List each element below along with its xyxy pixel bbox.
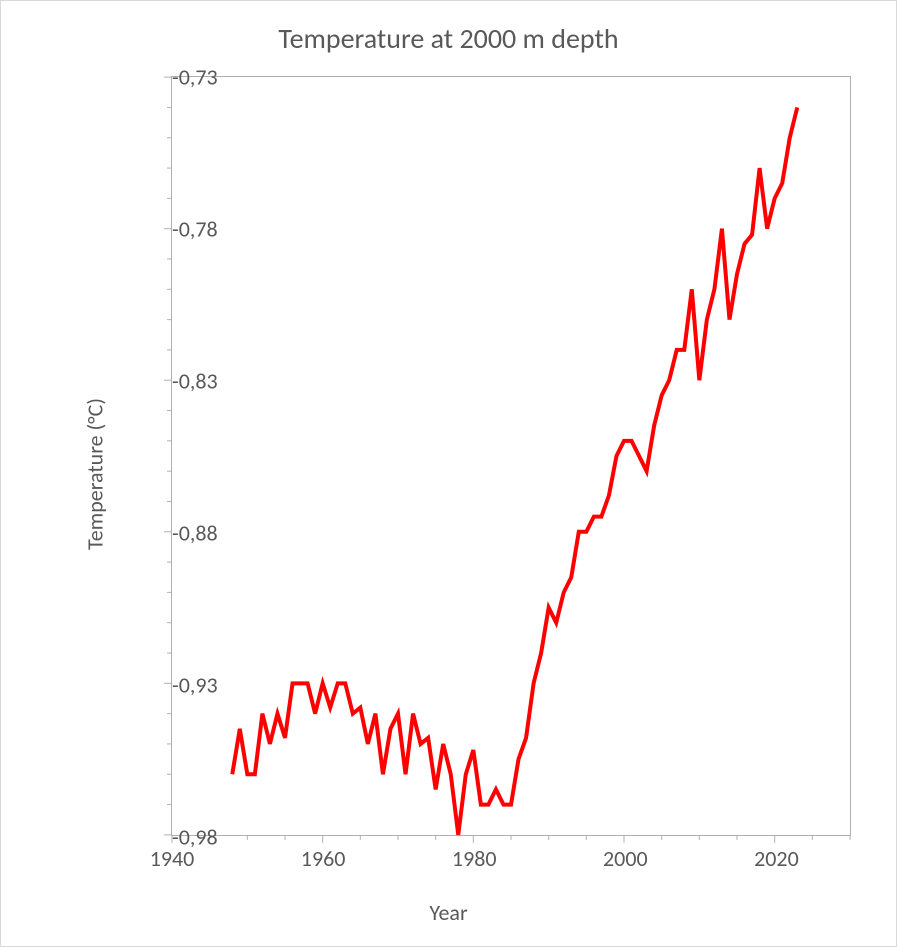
chart-title: Temperature at 2000 m depth (1, 21, 896, 56)
x-tick-label: 2020 (754, 835, 799, 872)
plot-area: 19401960198020002020-0,98-0,93-0,88-0,83… (171, 76, 851, 836)
x-axis-label: Year (1, 899, 896, 926)
x-tick-label: 1960 (301, 835, 346, 872)
y-tick-label: -0,93 (172, 672, 184, 699)
y-axis-label: Temperature (°C) (82, 397, 109, 549)
y-tick-label: -0,78 (172, 216, 184, 243)
y-tick-label: -0,88 (172, 520, 184, 547)
chart-container: Temperature at 2000 m depth Temperature … (0, 0, 897, 947)
data-line (232, 107, 797, 834)
y-tick-label: -0,98 (172, 824, 184, 851)
x-tick-label: 2000 (603, 835, 648, 872)
x-tick-label: 1980 (452, 835, 497, 872)
y-tick-label: -0,73 (172, 64, 184, 91)
y-tick-label: -0,83 (172, 368, 184, 395)
